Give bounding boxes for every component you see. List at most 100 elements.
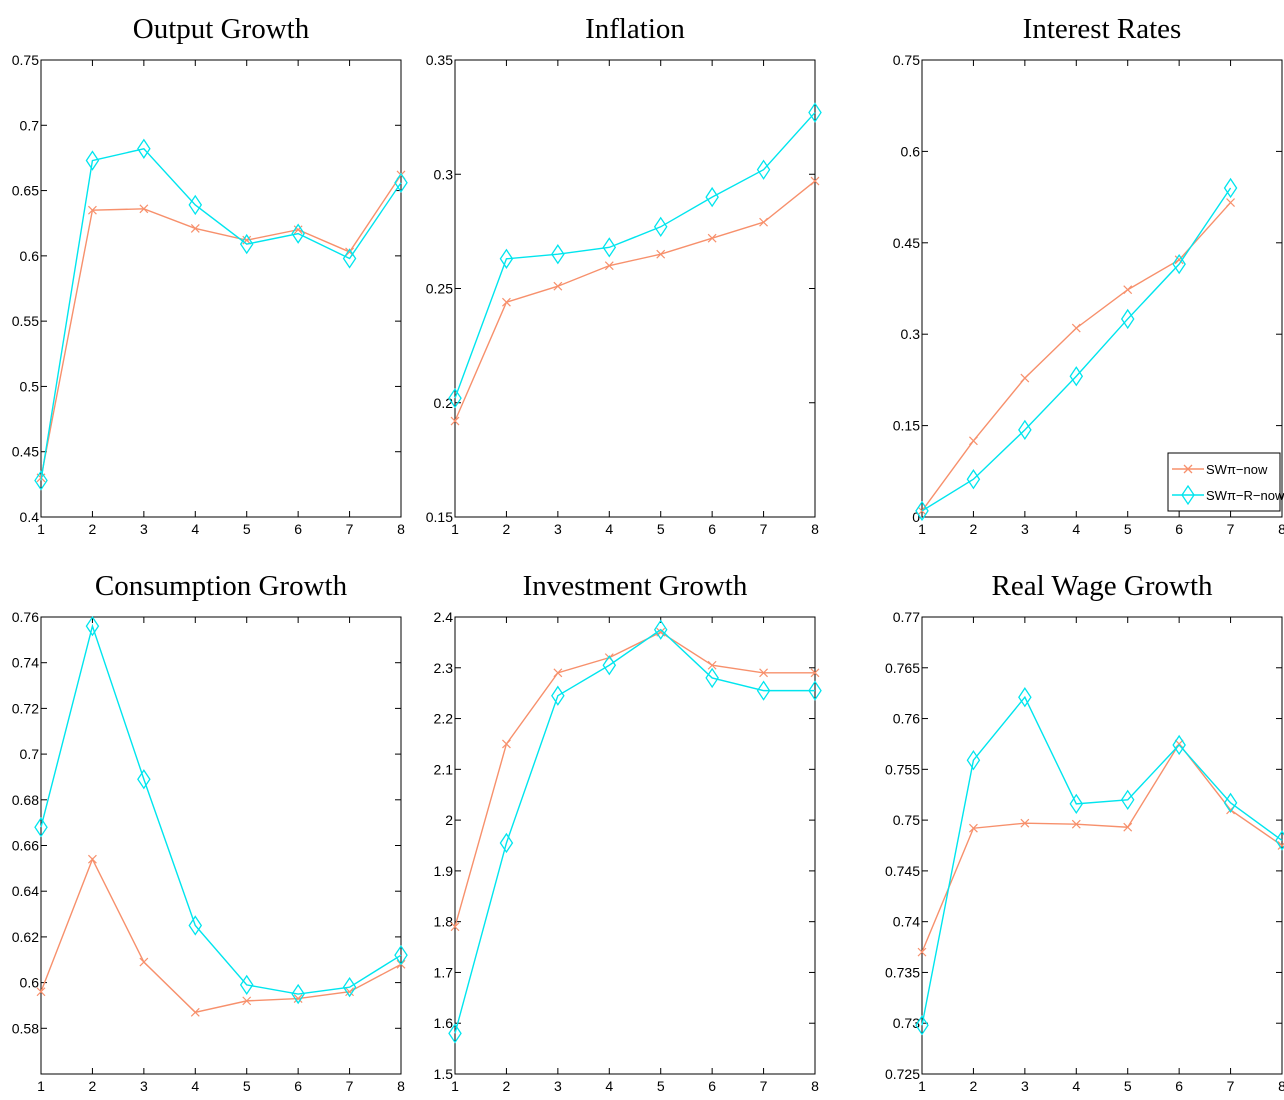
x-tick-label: 3 bbox=[1021, 1078, 1029, 1094]
y-tick-label: 0.73 bbox=[893, 1015, 920, 1031]
marker bbox=[653, 216, 668, 237]
y-tick-label: 1.9 bbox=[434, 863, 454, 879]
x-tick-label: 2 bbox=[503, 521, 511, 537]
series-line bbox=[40, 174, 402, 478]
y-tick-label: 0.65 bbox=[12, 183, 39, 199]
marker bbox=[450, 922, 460, 932]
x-tick-label: 4 bbox=[1072, 1078, 1080, 1094]
marker bbox=[36, 987, 46, 997]
y-tick-label: 0.74 bbox=[12, 655, 39, 671]
marker bbox=[1018, 419, 1032, 441]
y-tick-label: 0.74 bbox=[893, 914, 920, 930]
marker bbox=[293, 225, 303, 235]
marker bbox=[756, 159, 771, 180]
x-tick-label: 8 bbox=[1278, 1078, 1284, 1094]
marker bbox=[705, 667, 719, 689]
x-tick-label: 1 bbox=[451, 1078, 459, 1094]
marker bbox=[1172, 253, 1186, 275]
y-tick-label: 1.6 bbox=[434, 1015, 454, 1031]
x-tick-label: 5 bbox=[1124, 1078, 1132, 1094]
x-tick-label: 6 bbox=[708, 521, 716, 537]
y-tick-label: 0.735 bbox=[885, 964, 920, 980]
marker bbox=[1277, 841, 1284, 850]
y-tick-label: 1.8 bbox=[434, 914, 454, 930]
y-tick-label: 0.75 bbox=[12, 52, 39, 68]
x-tick-label: 6 bbox=[1175, 521, 1183, 537]
y-tick-label: 0.6 bbox=[20, 975, 40, 991]
y-tick-label: 0.755 bbox=[885, 761, 920, 777]
marker bbox=[190, 1007, 200, 1017]
legend-marker bbox=[1181, 484, 1195, 506]
marker bbox=[137, 769, 151, 790]
x-tick-label: 2 bbox=[89, 1078, 97, 1094]
x-tick-label: 6 bbox=[294, 521, 302, 537]
x-tick-label: 1 bbox=[918, 1078, 926, 1094]
marker bbox=[188, 915, 203, 936]
marker bbox=[499, 248, 514, 269]
marker bbox=[450, 416, 460, 426]
subplot: Output Growth 0.4 0.45 0.5 0.55 0.6 0.65 0.7 0.7… bbox=[12, 13, 408, 537]
marker bbox=[915, 500, 929, 522]
y-tick-label: 0.66 bbox=[12, 838, 39, 854]
y-tick-label: 2 bbox=[445, 812, 453, 828]
marker bbox=[707, 660, 717, 670]
y-tick-label: 0.35 bbox=[426, 52, 453, 68]
marker bbox=[1020, 818, 1030, 828]
marker bbox=[915, 1015, 929, 1036]
x-tick-label: 5 bbox=[1124, 521, 1132, 537]
plot-frame bbox=[40, 59, 402, 518]
marker bbox=[394, 172, 408, 193]
x-tick-label: 6 bbox=[294, 1078, 302, 1094]
marker bbox=[502, 739, 511, 749]
marker bbox=[342, 976, 357, 998]
y-tick-label: 2.3 bbox=[434, 660, 454, 676]
legend-label: SWπ−R−now bbox=[1206, 488, 1284, 503]
subplot: Inflation 0.15 0.2 0.25 0.3 0.35 1 2 3 4 5 6 7 8 bbox=[426, 13, 822, 537]
x-tick-label: 1 bbox=[451, 521, 459, 537]
marker bbox=[707, 233, 717, 243]
x-tick-label: 5 bbox=[657, 521, 665, 537]
marker bbox=[239, 974, 254, 996]
marker bbox=[969, 823, 978, 833]
y-tick-label: 0.2 bbox=[434, 395, 454, 411]
x-tick-label: 8 bbox=[811, 521, 819, 537]
x-tick-label: 7 bbox=[760, 1078, 768, 1094]
plot-frame bbox=[921, 59, 1283, 518]
marker bbox=[810, 668, 820, 678]
marker bbox=[1069, 366, 1084, 387]
y-tick-label: 2.4 bbox=[434, 609, 454, 625]
marker bbox=[1223, 792, 1238, 814]
y-tick-label: 0.62 bbox=[12, 929, 39, 945]
marker bbox=[808, 102, 822, 123]
marker bbox=[602, 655, 617, 676]
y-tick-label: 0.765 bbox=[885, 660, 920, 676]
y-tick-label: 0 bbox=[912, 509, 920, 525]
marker bbox=[1071, 323, 1081, 333]
series-line bbox=[40, 148, 402, 481]
marker bbox=[1069, 793, 1084, 815]
x-tick-label: 2 bbox=[970, 521, 978, 537]
x-tick-label: 5 bbox=[243, 1078, 251, 1094]
x-tick-label: 2 bbox=[970, 1078, 978, 1094]
series-line bbox=[454, 180, 816, 422]
marker bbox=[604, 261, 614, 271]
marker bbox=[242, 996, 252, 1006]
x-tick-label: 6 bbox=[708, 1078, 716, 1094]
x-tick-label: 4 bbox=[1072, 521, 1080, 537]
x-tick-label: 7 bbox=[1227, 1078, 1235, 1094]
marker bbox=[1071, 819, 1081, 829]
y-tick-label: 0.64 bbox=[12, 883, 39, 899]
y-tick-label: 0.75 bbox=[893, 812, 920, 828]
marker bbox=[1275, 830, 1284, 851]
series-line bbox=[454, 628, 815, 1034]
chart-title: Interest Rates bbox=[1023, 13, 1182, 45]
chart-title: Investment Growth bbox=[523, 570, 748, 602]
marker bbox=[293, 994, 303, 1004]
marker bbox=[88, 854, 97, 864]
chart-title: Inflation bbox=[585, 13, 685, 45]
marker bbox=[917, 947, 927, 957]
marker bbox=[34, 470, 48, 491]
x-tick-label: 4 bbox=[605, 521, 613, 537]
y-tick-label: 0.7 bbox=[20, 117, 40, 133]
y-tick-label: 2.2 bbox=[434, 711, 454, 727]
